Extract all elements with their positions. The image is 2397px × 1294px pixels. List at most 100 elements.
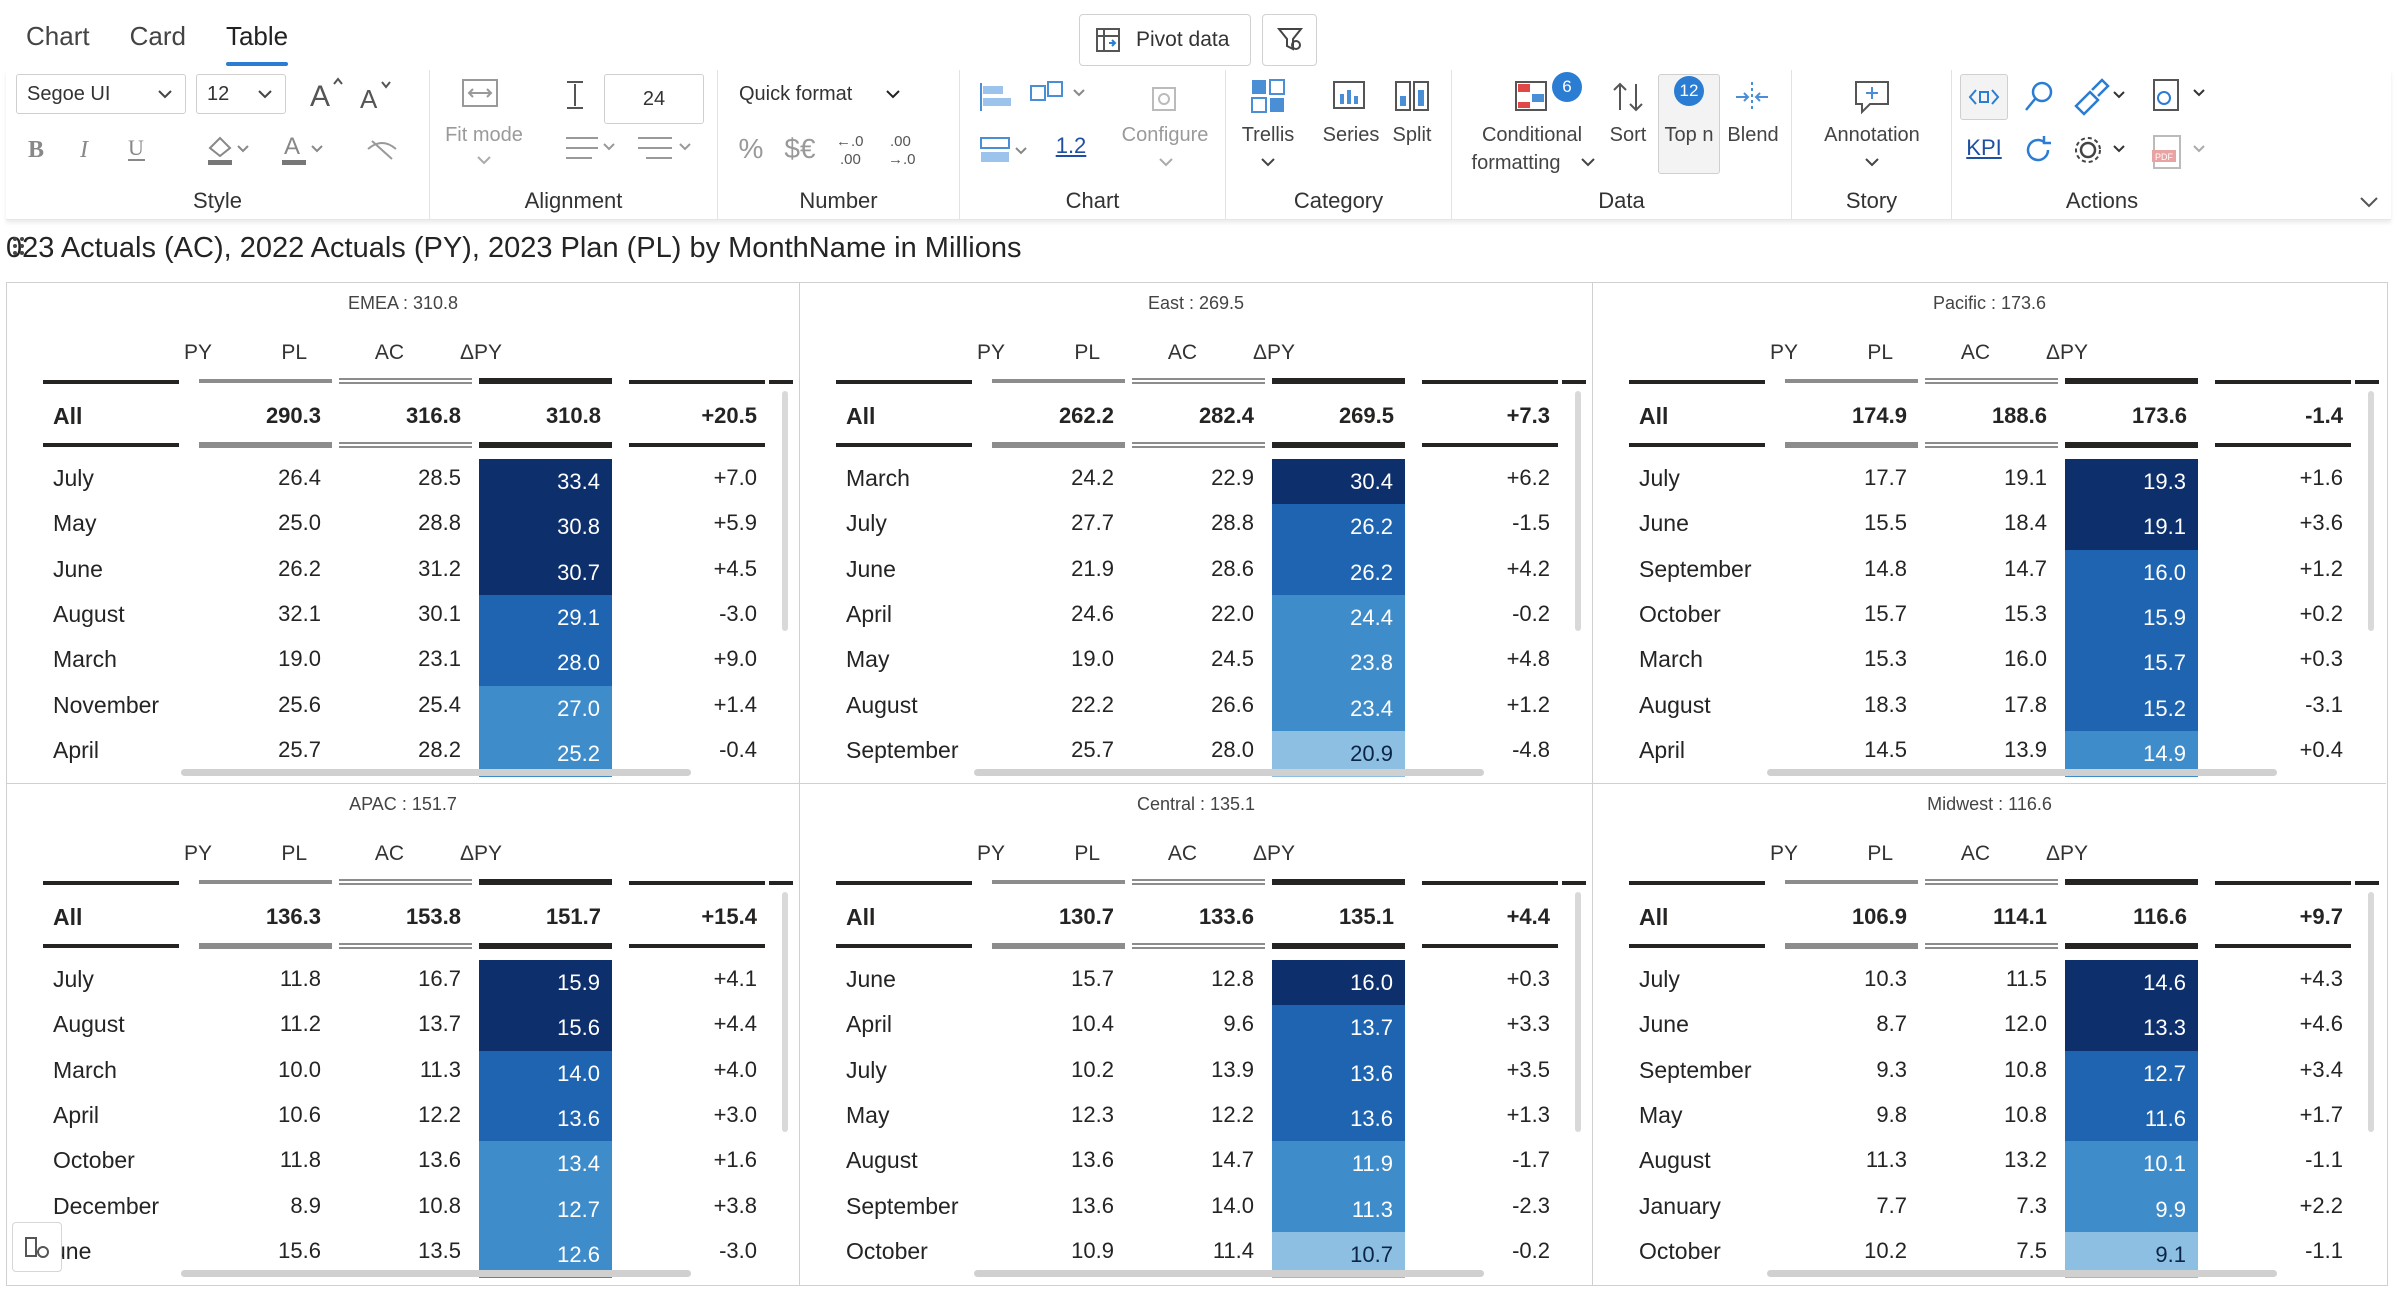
gear-icon[interactable] [2070, 130, 2134, 170]
horizontal-scrollbar[interactable] [1767, 769, 2277, 776]
column-header-ac[interactable]: AC [374, 842, 404, 865]
horizontal-scrollbar[interactable] [974, 769, 1484, 776]
collapse-ribbon-icon[interactable] [2357, 193, 2381, 211]
filter-settings-button[interactable] [1262, 14, 1317, 66]
pl-value: 23.1 [418, 646, 461, 672]
tab-card[interactable]: Card [129, 21, 186, 51]
settings-export-icon[interactable] [2148, 76, 2218, 116]
font-color-icon[interactable]: A [278, 128, 334, 168]
pl-value: 30.1 [418, 600, 461, 626]
column-header-pl[interactable]: PL [1074, 341, 1100, 364]
italic-icon[interactable]: I [72, 130, 102, 166]
tab-table[interactable]: Table [225, 18, 289, 66]
pl-value: 28.8 [1211, 510, 1254, 536]
conditional-formatting-icon[interactable] [1512, 78, 1552, 116]
tab-chart[interactable]: Chart [26, 21, 90, 51]
underline-icon[interactable]: U [122, 130, 152, 166]
sort-icon[interactable] [1608, 78, 1648, 116]
dpy-value: -3.0 [719, 1237, 757, 1263]
currency-icon[interactable]: $€ [784, 133, 816, 164]
horizontal-scrollbar[interactable] [181, 1270, 691, 1277]
column-header-ac[interactable]: AC [1167, 341, 1197, 364]
column-header-ac[interactable]: AC [1960, 842, 1990, 865]
kpi-button[interactable]: KPI [1966, 135, 2002, 160]
fit-mode-icon[interactable] [460, 76, 500, 110]
column-header-ac[interactable]: AC [374, 341, 404, 364]
column-header-dpy[interactable]: ΔPY [2045, 341, 2088, 364]
horizontal-scrollbar[interactable] [974, 1270, 1484, 1277]
font-size-select[interactable]: 12 [196, 74, 286, 114]
vertical-scrollbar[interactable] [1575, 892, 1581, 1132]
column-header-py[interactable]: PY [1769, 341, 1798, 364]
annotation-icon[interactable] [1850, 76, 1894, 116]
vertical-scrollbar[interactable] [782, 892, 788, 1132]
bold-icon[interactable]: B [22, 130, 52, 166]
dpy-value: +3.6 [2299, 510, 2343, 536]
horizontal-scrollbar[interactable] [181, 769, 691, 776]
table-settings-button[interactable] [12, 1222, 62, 1272]
percent-icon[interactable]: % [738, 133, 764, 164]
column-header-pl[interactable]: PL [1867, 842, 1893, 865]
chart-type-icon[interactable] [1028, 78, 1094, 114]
column-header-pl[interactable]: PL [1867, 341, 1893, 364]
row-height-icon[interactable] [562, 78, 588, 112]
row-label: October [846, 1237, 928, 1264]
bar-layout-icon[interactable] [978, 80, 1014, 114]
search-icon[interactable] [2020, 76, 2060, 116]
ac-header-bar [479, 879, 612, 885]
column-header-dpy[interactable]: ΔPY [1252, 842, 1295, 865]
split-icon[interactable] [1392, 78, 1432, 116]
column-header-pl[interactable]: PL [281, 842, 307, 865]
horizontal-align-icon[interactable] [634, 130, 700, 166]
decrease-decimal-icon[interactable]: ←.0.00 [834, 130, 874, 168]
column-header-dpy[interactable]: ΔPY [459, 842, 502, 865]
series-layout-icon[interactable] [978, 134, 1038, 168]
column-header-ac[interactable]: AC [1167, 842, 1197, 865]
column-header-py[interactable]: PY [976, 341, 1005, 364]
column-header-dpy[interactable]: ΔPY [459, 341, 502, 364]
fill-color-icon[interactable] [202, 128, 258, 168]
increase-font-icon[interactable]: A [306, 74, 346, 114]
configure-icon[interactable] [1146, 82, 1182, 116]
configure-label: Configure [1121, 124, 1209, 146]
column-header-ac[interactable]: AC [1960, 341, 1990, 364]
code-view-icon[interactable] [1960, 74, 2008, 120]
column-header-dpy[interactable]: ΔPY [1252, 341, 1295, 364]
hide-icon[interactable] [362, 132, 402, 168]
vertical-scrollbar[interactable] [1575, 391, 1581, 631]
column-header-dpy[interactable]: ΔPY [2045, 842, 2088, 865]
quick-format-select[interactable]: Quick format [728, 74, 934, 114]
series-icon[interactable] [1330, 78, 1370, 116]
vertical-scrollbar[interactable] [782, 391, 788, 631]
column-header-py[interactable]: PY [976, 842, 1005, 865]
refresh-icon[interactable] [2018, 130, 2058, 170]
column-header-py[interactable]: PY [183, 341, 212, 364]
py-value: 10.2 [1071, 1056, 1114, 1082]
increase-decimal-icon[interactable]: .00 →.0 [886, 130, 926, 168]
label-header-bar [1629, 380, 1765, 384]
column-header-pl[interactable]: PL [1074, 842, 1100, 865]
decrease-font-icon[interactable]: A [356, 76, 396, 116]
pivot-data-button[interactable]: Pivot data [1079, 14, 1251, 66]
brush-icon[interactable] [2070, 76, 2134, 116]
column-header-py[interactable]: PY [183, 842, 212, 865]
blend-icon[interactable] [1732, 78, 1772, 116]
vertical-scrollbar[interactable] [2368, 391, 2374, 631]
horizontal-scrollbar[interactable] [1767, 1270, 2277, 1277]
row-height-input[interactable]: 24 [604, 74, 704, 124]
column-header-py[interactable]: PY [1769, 842, 1798, 865]
row-label: September [846, 1192, 959, 1219]
py-value: 7.7 [1876, 1192, 1907, 1218]
column-header-pl[interactable]: PL [281, 341, 307, 364]
pdf-export-icon[interactable]: PDF [2148, 132, 2218, 172]
all-label-bar [836, 443, 972, 447]
decimal-sample[interactable]: 1.2 [1055, 133, 1087, 158]
row-label: May [1639, 1101, 1683, 1128]
trellis-icon[interactable] [1248, 76, 1288, 116]
vertical-scrollbar[interactable] [2368, 892, 2374, 1132]
drag-handle-icon[interactable] [12, 236, 26, 256]
font-family-select[interactable]: Segoe UI [16, 74, 186, 114]
all-py-value: 106.9 [1851, 904, 1907, 929]
py-value: 26.2 [278, 555, 321, 581]
vertical-align-icon[interactable] [562, 130, 622, 166]
